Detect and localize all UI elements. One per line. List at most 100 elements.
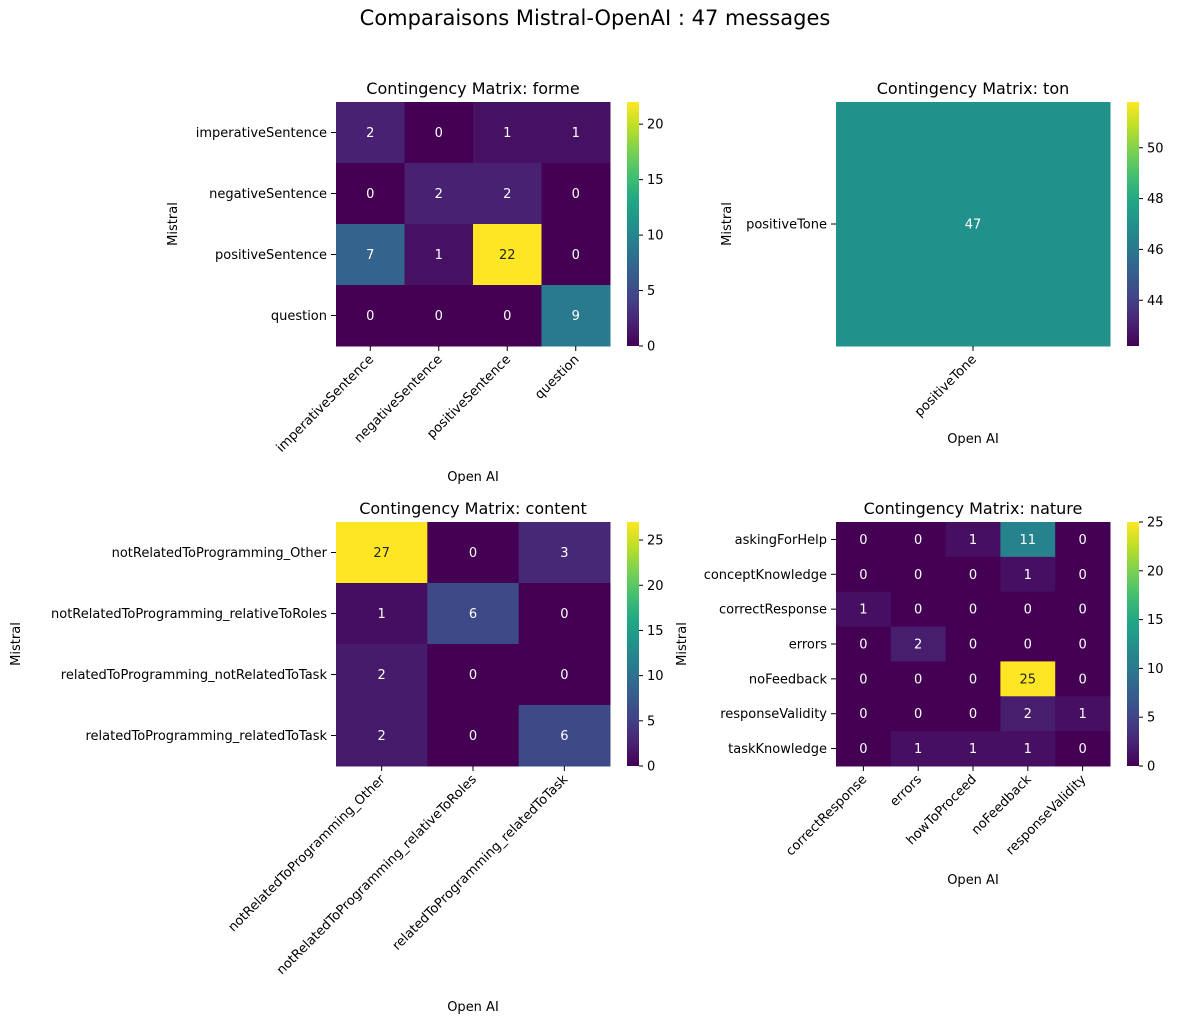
figure-suptitle: Comparaisons Mistral-OpenAI : 47 message… (360, 6, 831, 30)
heatmap-cell (1000, 731, 1056, 767)
x-tick-label: positiveTone (912, 352, 980, 420)
heatmap-cell (1000, 522, 1056, 558)
cell-value-label: 0 (914, 707, 922, 722)
y-tick-label: notRelatedToProgramming_Other (112, 546, 328, 561)
heatmap-cell (541, 102, 611, 164)
cell-value-label: 0 (1078, 533, 1086, 548)
heatmap-cell (836, 522, 892, 558)
heatmap-cell (336, 163, 405, 225)
heatmap-cell (336, 285, 405, 347)
cell-value-label: 2 (435, 187, 443, 202)
cell-value-label: 2 (503, 187, 511, 202)
colorbar-tick-label: 0 (1147, 760, 1155, 775)
cell-value-label: 0 (1078, 603, 1086, 618)
x-tick-label: errors (887, 772, 925, 810)
y-axis-label: Mistral (166, 202, 181, 246)
colorbar-tick-label: 0 (647, 760, 655, 775)
cell-value-label: 0 (560, 607, 568, 622)
y-tick-label: responseValidity (720, 707, 827, 722)
colorbar-tick-label: 20 (647, 118, 664, 133)
heatmap-cell (945, 696, 1001, 732)
cell-value-label: 0 (859, 707, 867, 722)
heatmap-cell (336, 102, 405, 164)
colorbar-tick-label: 44 (1147, 294, 1164, 309)
heatmap-cell (336, 583, 428, 645)
x-tick-label: question (532, 352, 582, 402)
colorbar-tick-label: 10 (647, 669, 664, 684)
cell-value-label: 2 (378, 668, 386, 683)
cell-value-label: 2 (378, 729, 386, 744)
heatmap-cell (541, 163, 611, 225)
heatmap-cell (427, 583, 520, 645)
heatmap-cell (404, 285, 474, 347)
cell-value-label: 0 (1024, 603, 1032, 618)
y-tick-label: positiveTone (746, 218, 827, 233)
heatmap-cell (1000, 591, 1056, 628)
colorbar-tick-label: 48 (1147, 192, 1164, 207)
y-tick-label: positiveSentence (215, 248, 327, 263)
heatmap-cell (518, 644, 611, 706)
cell-value-label: 2 (366, 126, 374, 141)
x-axis-label: Open AI (947, 873, 999, 888)
cell-value-label: 0 (859, 742, 867, 757)
cell-value-label: 0 (572, 187, 580, 202)
heatmap-cell (1000, 626, 1056, 662)
heatmap-cell (890, 696, 947, 732)
heatmap-cell (836, 661, 892, 697)
heatmap-title: Contingency Matrix: content (359, 499, 587, 518)
heatmap-cell (427, 644, 520, 706)
heatmap-cell (945, 626, 1001, 662)
cell-value-label: 0 (969, 603, 977, 618)
heatmap-title: Contingency Matrix: ton (877, 79, 1070, 98)
heatmap-cell (404, 163, 474, 225)
cell-value-label: 47 (965, 218, 982, 233)
cell-value-label: 0 (469, 729, 477, 744)
cell-value-label: 1 (378, 607, 386, 622)
colorbar-tick-label: 15 (1147, 613, 1164, 628)
colorbar-tick-label: 10 (1147, 662, 1164, 677)
heatmap-cell (836, 556, 892, 593)
y-tick-label: relatedToProgramming_notRelatedToTask (61, 668, 328, 683)
heatmap-cell (336, 522, 428, 584)
cell-value-label: 11 (1020, 533, 1037, 548)
heatmap-cell (890, 661, 947, 697)
heatmap-panel-1: Contingency Matrix: ton 47 positiveTone pos… (720, 79, 1164, 447)
x-axis-label: Open AI (447, 470, 499, 485)
heatmap-cell (541, 285, 611, 347)
cell-value-label: 2 (914, 638, 922, 653)
cell-value-label: 0 (366, 187, 374, 202)
heatmap-cell (1055, 591, 1111, 628)
x-axis-label: Open AI (947, 432, 999, 447)
cell-value-label: 2 (1024, 707, 1032, 722)
colorbar-tick-label: 46 (1147, 243, 1164, 258)
heatmap-cell (518, 522, 611, 584)
heatmap-cell (473, 163, 542, 225)
heatmap-cell (836, 626, 892, 662)
cell-value-label: 0 (469, 668, 477, 683)
cell-value-label: 1 (859, 603, 867, 618)
colorbar-tick-label: 15 (647, 173, 664, 188)
cell-value-label: 1 (969, 742, 977, 757)
x-tick-label: notRelatedToProgramming_Other (226, 772, 389, 935)
colorbar-tick-label: 5 (1147, 711, 1155, 726)
colorbar-tick-label: 15 (647, 624, 664, 639)
y-tick-label: imperativeSentence (196, 126, 327, 141)
heatmap-cell (404, 224, 474, 286)
colorbar (1127, 522, 1139, 766)
cell-value-label: 0 (1078, 568, 1086, 583)
y-tick-label: errors (789, 638, 827, 653)
heatmap-cell (1000, 661, 1056, 697)
cell-value-label: 0 (469, 546, 477, 561)
cell-value-label: 1 (572, 126, 580, 141)
heatmap-cell (890, 731, 947, 767)
heatmap-cell (336, 224, 405, 286)
cell-value-label: 0 (435, 126, 443, 141)
colorbar-tick-label: 25 (647, 534, 664, 549)
heatmap-cell (836, 591, 892, 628)
heatmap-cell (473, 285, 542, 347)
cell-value-label: 0 (859, 568, 867, 583)
cell-value-label: 0 (1078, 672, 1086, 687)
heatmap-cell (945, 661, 1001, 697)
